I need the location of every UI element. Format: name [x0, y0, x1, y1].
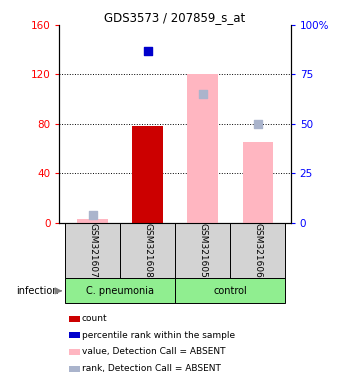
Bar: [69, 349, 80, 355]
Text: GSM321605: GSM321605: [198, 223, 207, 278]
Text: count: count: [82, 314, 107, 323]
Text: infection: infection: [16, 286, 58, 296]
FancyBboxPatch shape: [230, 223, 285, 278]
Text: GSM321608: GSM321608: [143, 223, 152, 278]
FancyBboxPatch shape: [175, 223, 230, 278]
Point: [90, 212, 95, 218]
Text: control: control: [213, 286, 247, 296]
Title: GDS3573 / 207859_s_at: GDS3573 / 207859_s_at: [104, 11, 246, 24]
FancyBboxPatch shape: [120, 223, 175, 278]
Text: rank, Detection Call = ABSENT: rank, Detection Call = ABSENT: [82, 364, 221, 373]
Point: [255, 121, 260, 127]
Bar: [69, 366, 80, 372]
Text: GSM321607: GSM321607: [88, 223, 97, 278]
Bar: [78, 219, 108, 223]
FancyBboxPatch shape: [175, 278, 285, 303]
Text: value, Detection Call = ABSENT: value, Detection Call = ABSENT: [82, 347, 225, 356]
Text: C. pneumonia: C. pneumonia: [86, 286, 154, 296]
Bar: [69, 316, 80, 322]
FancyBboxPatch shape: [65, 223, 120, 278]
Bar: [242, 142, 273, 223]
Bar: [69, 332, 80, 338]
Text: percentile rank within the sample: percentile rank within the sample: [82, 331, 235, 340]
Bar: [133, 126, 163, 223]
Point: [145, 48, 150, 54]
Point: [200, 91, 205, 97]
Bar: [187, 74, 218, 223]
Text: GSM321606: GSM321606: [253, 223, 262, 278]
FancyBboxPatch shape: [65, 278, 175, 303]
